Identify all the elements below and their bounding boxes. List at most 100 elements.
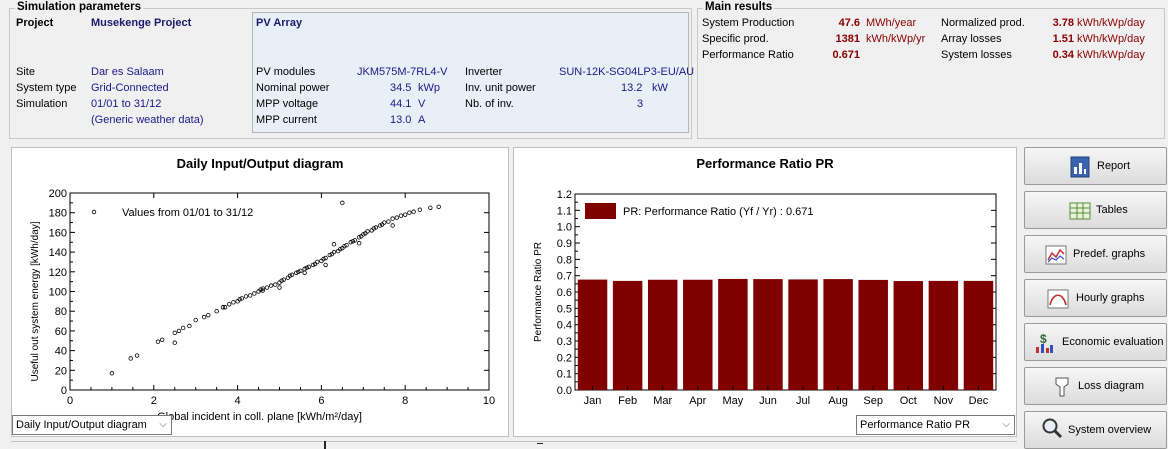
scatter-point [350, 239, 356, 244]
y-tick-label: 120 [49, 267, 67, 279]
scatter-point [371, 226, 376, 231]
x-tick-label: Nov [934, 395, 954, 407]
mpp-current-unit: A [418, 114, 426, 126]
left-chart-type-select[interactable]: Daily Input/Output diagram ⌵ [12, 415, 172, 435]
magnifier-icon [1042, 418, 1063, 439]
x-tick-label: 10 [483, 395, 495, 407]
scatter-point [407, 210, 412, 215]
scatter-point [390, 223, 395, 228]
predef-graphs-button[interactable]: Predef. graphs [1024, 235, 1167, 273]
system-overview-button[interactable]: System overview [1024, 411, 1167, 449]
loss-diagram-icon [1055, 377, 1069, 397]
report-button[interactable]: Report [1024, 147, 1167, 185]
scatter-point [306, 264, 312, 270]
pv-array-box [252, 12, 689, 133]
scatter-point [287, 273, 293, 278]
curve-chart-icon [1047, 289, 1069, 309]
line-chart-icon [1045, 245, 1067, 265]
scatter-point [273, 282, 278, 287]
y-tick-label: 80 [55, 306, 67, 318]
bar [753, 279, 783, 390]
system-type-label: System type [16, 82, 77, 94]
bar [823, 279, 853, 390]
legend-marker [91, 209, 97, 215]
predef-graphs-button-label: Predef. graphs [1073, 248, 1146, 260]
dollar-chart-icon: $ [1036, 332, 1053, 353]
pr-bar-chart: 0.0 0.1 0.2 0.3 0.4 0.5 0.6 0.7 0.8 0.9 1.0 1.1 1.2 J… [533, 189, 997, 407]
x-tick-label: Oct [900, 395, 917, 407]
bar [683, 279, 713, 390]
x-tick-label: 4 [235, 395, 241, 407]
performance-ratio-value: 0.671 [832, 49, 860, 61]
x-tick-label: 8 [402, 395, 408, 407]
tables-button[interactable]: Tables [1024, 191, 1167, 229]
scatter-point [342, 243, 347, 249]
scatter-point [377, 223, 383, 228]
x-tick-label: Aug [828, 395, 848, 407]
y-tick-label: 140 [49, 247, 67, 259]
y-axis-label: Performance Ratio PR [533, 242, 544, 342]
pr-chart-title: Performance Ratio PR [696, 156, 834, 171]
scatter-point [258, 287, 263, 292]
legend-text: Values from 01/01 to 31/12 [122, 207, 253, 219]
project-name: Musekenge Project [91, 17, 192, 29]
svg-text:$: $ [1040, 332, 1047, 346]
splitter-marker-right[interactable] [537, 443, 543, 444]
normalized-prod-value: 3.78 [1052, 17, 1074, 29]
y-tick-label: 60 [55, 326, 67, 338]
normalized-prod-label: Normalized prod. [941, 17, 1025, 29]
chevron-down-icon: ⌵ [159, 419, 167, 430]
main-results-title: Main results [703, 1, 775, 13]
scatter-point [382, 220, 387, 225]
x-tick-label: Jun [759, 395, 777, 407]
scatter-point [304, 265, 309, 271]
y-tick-label: 0.2 [557, 352, 572, 364]
x-tick-label: Dec [969, 395, 989, 407]
loss-diagram-button-label: Loss diagram [1078, 380, 1145, 392]
scatter-point [344, 243, 349, 248]
scatter-point [134, 353, 140, 358]
scatter-point [264, 285, 270, 290]
scatter-point [180, 325, 186, 331]
scatter-point [289, 272, 295, 277]
scatter-point [281, 277, 286, 282]
scatter-point [411, 209, 416, 214]
y-tick-label: 0.9 [557, 238, 572, 250]
x-axis-label: Global incident in coll. plane [kWh/m²/d… [157, 411, 362, 423]
scatter-point [193, 317, 198, 323]
inv-unit-power-label: Inv. unit power [465, 82, 536, 94]
specific-prod-label: Specific prod. [702, 33, 769, 45]
io-scatter-chart: 0 2 4 6 8 10020406080100120140160180200Values… [30, 188, 495, 423]
legend-swatch [585, 203, 616, 219]
y-tick-label: 100 [49, 287, 67, 299]
nominal-power-unit: kWp [418, 82, 440, 94]
inv-unit-power-value: 13.2 [621, 82, 643, 94]
y-tick-label: 0 [61, 385, 67, 397]
scatter-point [417, 207, 423, 212]
loss-diagram-button[interactable]: Loss diagram [1024, 367, 1167, 405]
scatter-point [237, 297, 242, 302]
bar [647, 279, 678, 390]
scatter-point [394, 215, 400, 220]
site-value: Dar es Salaam [91, 66, 164, 78]
specific-prod-value: 1381 [835, 33, 860, 45]
right-chart-type-select[interactable]: Performance Ratio PR ⌵ [856, 415, 1015, 435]
simulation-period: 01/01 to 31/12 [91, 98, 162, 110]
scatter-point [428, 205, 433, 210]
pv-modules-value: JKM575M-7RL4-V [357, 66, 448, 78]
x-tick-label: Sep [863, 395, 883, 407]
scatter-point [252, 291, 257, 296]
array-losses-value: 1.51 [1052, 33, 1074, 45]
splitter-marker[interactable] [324, 441, 326, 449]
scatter-point [260, 286, 265, 291]
lower-panel-edge [11, 441, 1017, 449]
economic-evaluation-button[interactable]: $ Economic evaluation [1024, 323, 1167, 361]
hourly-graphs-button[interactable]: Hourly graphs [1024, 279, 1167, 317]
x-tick-label: 2 [151, 395, 157, 407]
bar [893, 281, 924, 390]
scatter-point [201, 314, 207, 320]
system-losses-value: 0.34 [1052, 49, 1074, 61]
bar [928, 280, 959, 390]
scatter-point [220, 305, 226, 310]
normalized-prod-unit: kWh/kWp/day [1077, 17, 1145, 29]
